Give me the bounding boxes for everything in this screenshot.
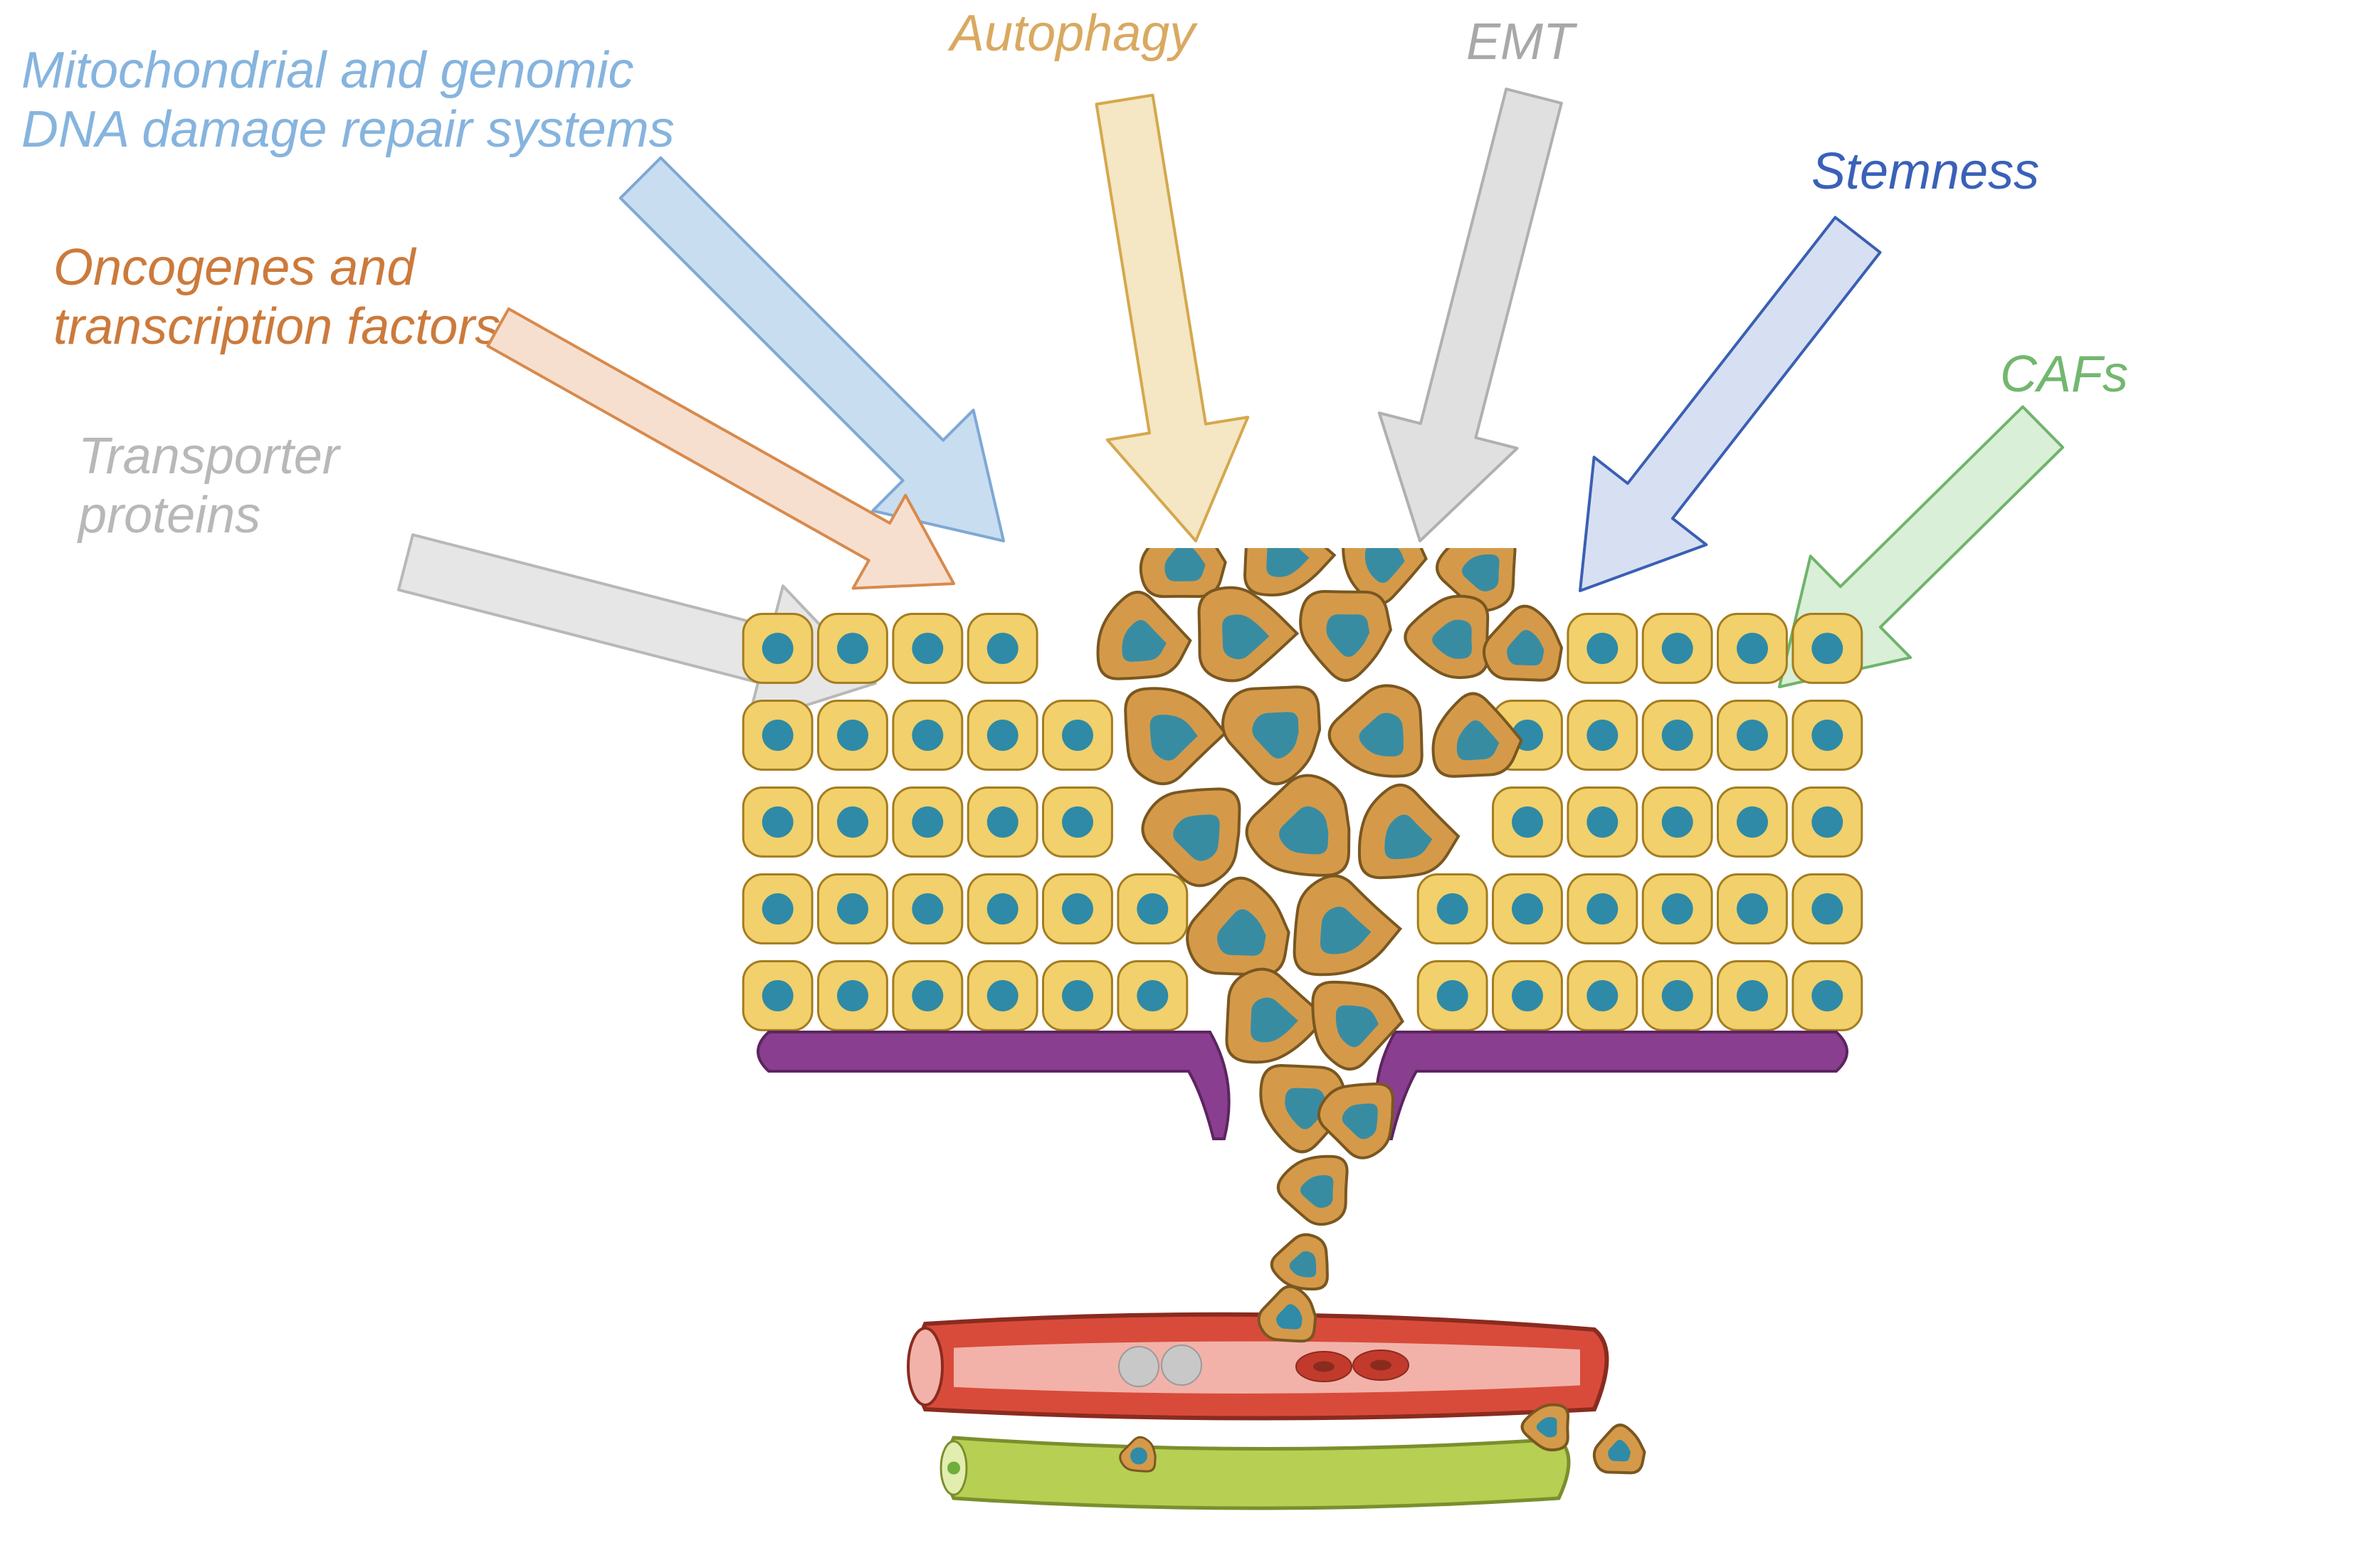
tumor-illustration (740, 548, 1865, 1530)
diagram-stage: Mitochondrial and genomic DNA damage rep… (0, 0, 2368, 1568)
